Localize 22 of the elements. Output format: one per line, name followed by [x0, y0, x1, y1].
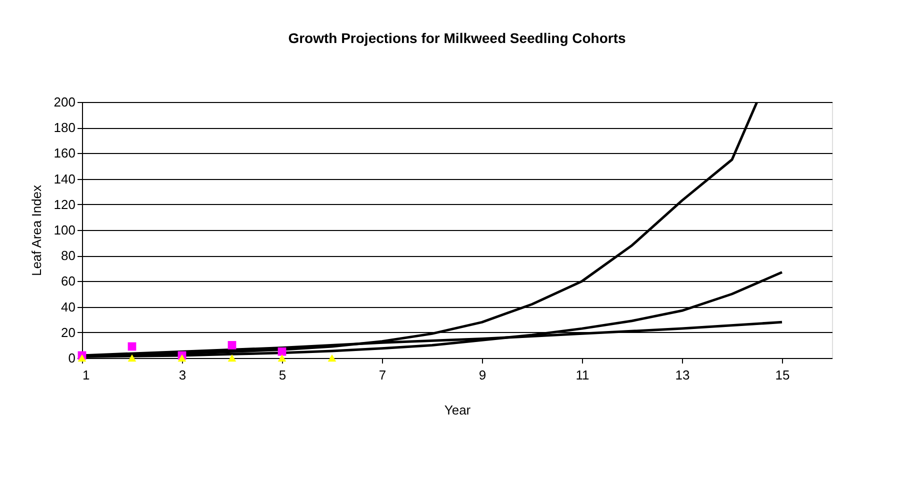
y-tick-label: 160 — [54, 146, 76, 161]
y-tick-label: 140 — [54, 171, 76, 186]
x-tick-label: 5 — [278, 368, 286, 382]
y-tick-label: 120 — [54, 196, 76, 212]
x-tick-label: 9 — [478, 368, 486, 382]
y-tick-label: 20 — [61, 324, 76, 340]
y-axis-title: Leaf Area Index — [28, 184, 44, 276]
x-tick-label: 1 — [82, 368, 90, 382]
y-tick-label: 200 — [54, 94, 76, 110]
chart-title: Growth Projections for Milkweed Seedling Cohorts — [288, 30, 626, 46]
x-tick-label: 15 — [775, 368, 790, 382]
x-axis-title: Year — [444, 402, 472, 418]
x-tick-label: 3 — [178, 368, 186, 382]
y-tick-label: 80 — [61, 248, 76, 264]
y-tick-label: 180 — [54, 120, 76, 136]
y-tick-label: 60 — [61, 274, 76, 289]
x-tick-label: 7 — [378, 368, 386, 382]
x-tick-label: 11 — [576, 368, 590, 382]
y-tick-label: 40 — [61, 299, 76, 314]
y-tick-label: 0 — [68, 350, 76, 366]
x-tick-label: 13 — [675, 368, 690, 382]
y-tick-label: 100 — [54, 222, 76, 238]
